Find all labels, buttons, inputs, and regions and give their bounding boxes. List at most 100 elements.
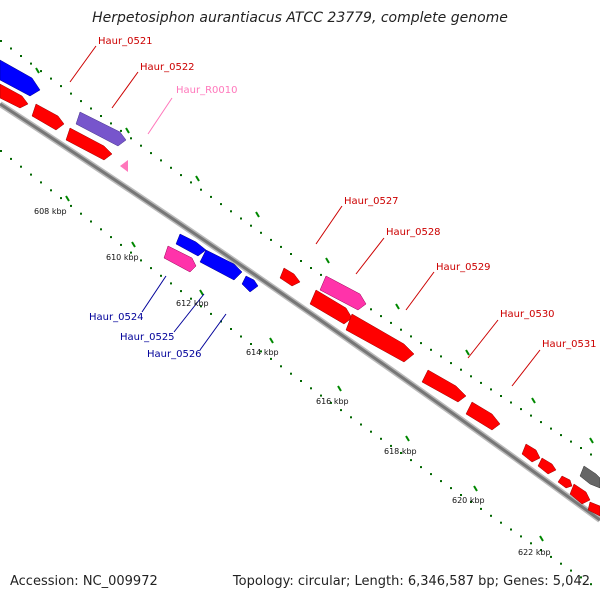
- track-dot: [250, 343, 252, 345]
- tick-mark: [255, 211, 260, 218]
- track-dot: [590, 583, 592, 586]
- gene-feature[interactable]: [0, 83, 29, 109]
- track-dot: [490, 514, 492, 517]
- track-dot: [280, 245, 282, 248]
- track-dot: [10, 157, 12, 160]
- track-dot: [160, 159, 162, 162]
- track-dot: [200, 188, 202, 191]
- gene-label[interactable]: Haur_0530: [500, 309, 555, 320]
- track-dot: [130, 137, 132, 140]
- track-dot: [260, 231, 262, 234]
- gene-label[interactable]: Haur_0524: [89, 312, 144, 323]
- track-dot: [340, 409, 342, 412]
- tick-mark: [405, 435, 410, 442]
- track-dot: [570, 569, 572, 572]
- genome-backbone: [0, 102, 600, 522]
- track-dot: [10, 47, 12, 50]
- track-dot: [500, 521, 502, 524]
- gene-features: [0, 59, 600, 517]
- track-dot: [270, 238, 272, 241]
- track-dot: [440, 480, 442, 483]
- gene-label[interactable]: Haur_0528: [386, 227, 441, 238]
- track-dot: [530, 414, 532, 417]
- gene-label[interactable]: Haur_0529: [436, 262, 491, 273]
- track-dot: [550, 427, 552, 430]
- track-dot: [540, 421, 542, 424]
- gene-feature[interactable]: [65, 127, 113, 161]
- gene-feature[interactable]: [465, 401, 501, 431]
- gene-feature[interactable]: [279, 267, 301, 287]
- gene-feature[interactable]: [521, 443, 541, 463]
- tick-mark: [199, 289, 204, 296]
- track-dot: [460, 368, 462, 371]
- tick-mark: [65, 195, 70, 202]
- track-dot: [290, 253, 292, 255]
- tick-mark: [131, 241, 136, 248]
- track-dot: [590, 453, 592, 456]
- track-dot: [180, 290, 182, 293]
- track-dot: [370, 308, 372, 311]
- track-dot: [520, 408, 522, 411]
- track-dot: [260, 350, 262, 353]
- track-dot: [20, 165, 22, 168]
- track-dot: [310, 267, 312, 269]
- gene-feature[interactable]: [319, 275, 367, 311]
- track-dot: [350, 416, 352, 419]
- gene-label[interactable]: Haur_0521: [98, 36, 153, 47]
- gene-feature[interactable]: [241, 275, 259, 293]
- track-dot: [110, 236, 112, 239]
- track-dot: [100, 228, 102, 231]
- gene-feature[interactable]: [0, 59, 41, 97]
- gene-label[interactable]: Haur_0522: [140, 62, 195, 73]
- track-dot: [140, 144, 142, 147]
- gene-label[interactable]: Haur_0525: [120, 332, 175, 343]
- track-dot: [70, 204, 72, 207]
- track-dot: [430, 473, 432, 476]
- gene-label[interactable]: Haur_0531: [542, 339, 597, 350]
- gene-feature[interactable]: [175, 233, 207, 257]
- tick-mark: [35, 67, 40, 74]
- gene-label[interactable]: Haur_0527: [344, 196, 399, 207]
- tick-labels: 608 kbp 610 kbp 612 kbp 614 kbp 616 kbp …: [34, 207, 551, 557]
- track-dot: [300, 380, 302, 382]
- track-dot: [560, 562, 562, 565]
- track-dot: [410, 335, 412, 338]
- tick-mark: [539, 535, 544, 542]
- track-dot: [410, 459, 412, 462]
- gene-feature[interactable]: [569, 483, 591, 505]
- gene-feature[interactable]: [557, 475, 573, 489]
- tick-label: 622 kbp: [518, 548, 551, 557]
- gene-label[interactable]: Haur_0526: [147, 349, 202, 360]
- gene-feature[interactable]: [309, 289, 353, 325]
- gene-feature[interactable]: [75, 111, 127, 147]
- track-dot: [40, 181, 42, 184]
- gene-feature[interactable]: [421, 369, 467, 403]
- track-dot: [230, 210, 232, 213]
- gene-label[interactable]: Haur_R0010: [176, 85, 238, 96]
- track-dot: [20, 55, 22, 57]
- tick-mark: [195, 175, 200, 182]
- gene-feature[interactable]: [163, 245, 197, 273]
- gene-feature[interactable]: [31, 103, 65, 131]
- gene-feature[interactable]: [579, 465, 600, 489]
- tick-mark: [465, 349, 470, 356]
- tick-mark: [269, 337, 274, 344]
- gene-feature[interactable]: [587, 501, 600, 517]
- gene-feature[interactable]: [120, 160, 128, 172]
- track-dot: [550, 555, 552, 558]
- track-dot: [530, 542, 532, 545]
- accession-text: Accession: NC_009972: [10, 574, 158, 589]
- gene-feature[interactable]: [199, 249, 243, 281]
- gene-feature[interactable]: [537, 457, 557, 475]
- track-dot: [470, 375, 472, 378]
- track-dot: [0, 40, 2, 42]
- track-dot: [80, 212, 82, 215]
- track-dot: [430, 348, 432, 351]
- tick-label: 618 kbp: [384, 447, 417, 456]
- track-dot: [470, 501, 472, 503]
- map-title: Herpetosiphon aurantiacus ATCC 23779, co…: [92, 10, 508, 26]
- gene-feature[interactable]: [345, 313, 415, 363]
- track-dot: [160, 274, 162, 277]
- track-dot: [450, 362, 452, 365]
